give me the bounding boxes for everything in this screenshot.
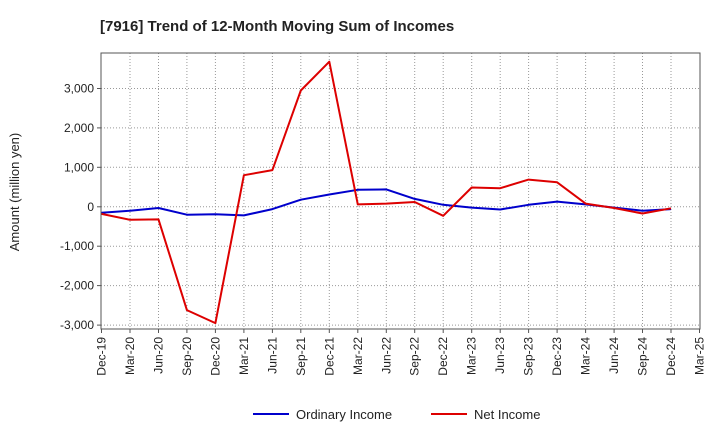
x-tick-label: Mar-24	[579, 337, 593, 375]
plot-frame	[100, 52, 701, 330]
x-tick-label: Mar-22	[351, 337, 365, 375]
y-tick-label: -3,000	[60, 318, 94, 332]
y-tick-label: -1,000	[60, 239, 94, 253]
legend-label-net-income: Net Income	[474, 407, 540, 422]
x-tick-label: Sep-21	[294, 337, 308, 376]
y-tick-label: 1,000	[64, 160, 94, 174]
x-tick-label: Mar-20	[123, 337, 137, 375]
x-tick-label: Dec-24	[664, 337, 678, 376]
x-tick-label: Sep-20	[180, 337, 194, 376]
y-tick-label: -2,000	[60, 279, 94, 293]
y-tick-label: 3,000	[64, 82, 94, 96]
x-tick-label: Dec-23	[550, 337, 564, 376]
series-line-ordinary-income	[101, 188, 672, 217]
chart-title: [7916] Trend of 12-Month Moving Sum of I…	[100, 18, 454, 35]
x-tick-label: Sep-24	[636, 337, 650, 376]
x-tick-label: Jun-21	[265, 337, 279, 374]
series-line-net-income	[101, 60, 672, 325]
x-tick-label: Dec-22	[436, 337, 450, 376]
series-layer	[101, 60, 672, 325]
legend: Ordinary Income Net Income	[253, 407, 540, 422]
x-tick-label: Jun-22	[379, 337, 393, 374]
x-axis-ticks: Dec-19 Mar-20 Jun-20 Sep-20 Dec-20 Mar-21 Jun-…	[95, 329, 707, 376]
y-axis-ticks: 3,000 2,000 1,000 0 -1,000 -2,000 -3,000	[60, 82, 101, 332]
plot-area	[101, 53, 700, 329]
x-tick-label: Dec-21	[322, 337, 336, 376]
x-tick-label: Jun-20	[152, 337, 166, 374]
x-tick-label: Jun-23	[493, 337, 507, 374]
legend-label-ordinary-income: Ordinary Income	[296, 407, 392, 422]
x-tick-label: Jun-24	[607, 337, 621, 374]
x-tick-label: Mar-23	[465, 337, 479, 375]
grid-layer	[101, 53, 700, 329]
y-tick-label: 2,000	[64, 121, 94, 135]
x-tick-label: Sep-23	[522, 337, 536, 376]
x-tick-label: Dec-19	[95, 337, 109, 376]
x-tick-label: Sep-22	[408, 337, 422, 376]
x-tick-label: Mar-21	[237, 337, 251, 375]
x-tick-label: Dec-20	[208, 337, 222, 376]
x-tick-label: Mar-25	[693, 337, 707, 375]
y-axis-label: Amount (million yen)	[7, 133, 22, 252]
y-tick-label: 0	[87, 200, 94, 214]
